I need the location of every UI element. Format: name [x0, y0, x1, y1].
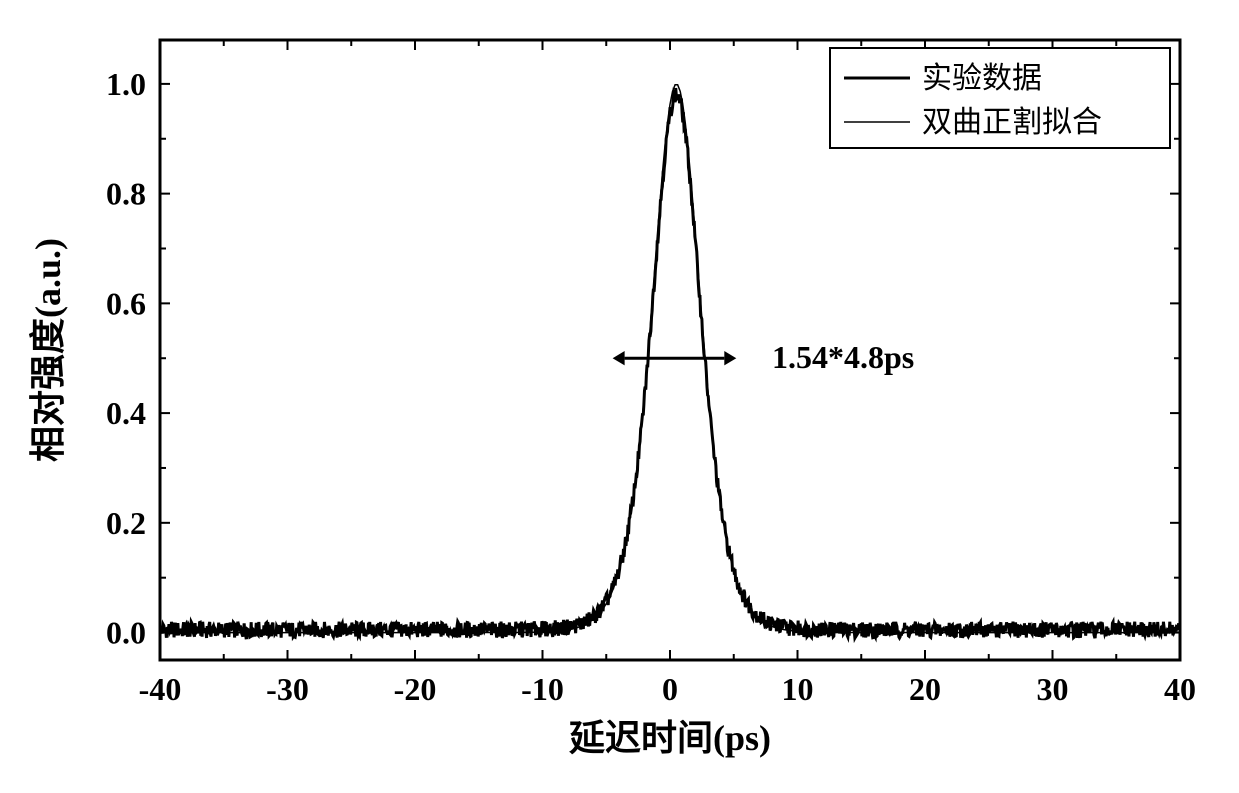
- x-tick-label: -30: [266, 671, 309, 707]
- autocorrelation-chart: -40 -30 -20 -10 0 10 20 30 40 0.0 0.2 0.4 0.6 0.8 1.0 延…: [0, 0, 1239, 793]
- y-tick-label: 0.8: [106, 176, 146, 212]
- x-tick-label: 40: [1164, 671, 1196, 707]
- legend-label: 双曲正割拟合: [922, 106, 1102, 139]
- x-tick-label: 0: [662, 671, 678, 707]
- legend-label: 实验数据: [922, 62, 1042, 95]
- x-tick-label: -10: [521, 671, 564, 707]
- y-axis-label: 相对强度(a.u.): [28, 238, 68, 462]
- y-tick-label: 0.6: [106, 285, 146, 321]
- y-tick-label: 0.0: [106, 615, 146, 651]
- y-tick-label: 1.0: [106, 66, 146, 102]
- y-tick-label: 0.2: [106, 505, 146, 541]
- x-tick-label: 30: [1037, 671, 1069, 707]
- x-axis-label: 延迟时间(ps): [569, 718, 771, 758]
- chart-container: -40 -30 -20 -10 0 10 20 30 40 0.0 0.2 0.4 0.6 0.8 1.0 延…: [0, 0, 1239, 793]
- x-tick-label: 10: [782, 671, 814, 707]
- y-tick-label: 0.4: [106, 395, 146, 431]
- x-tick-label: -20: [394, 671, 437, 707]
- x-tick-label: 20: [909, 671, 941, 707]
- x-tick-label: -40: [139, 671, 182, 707]
- fwhm-annotation: 1.54*4.8ps: [772, 339, 914, 375]
